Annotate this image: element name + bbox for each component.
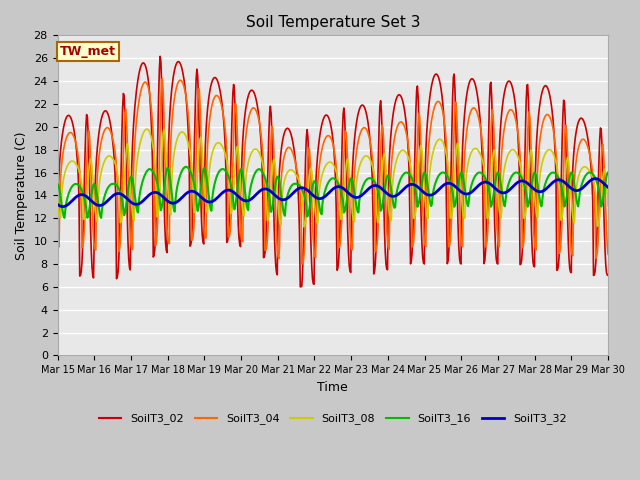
Legend: SoilT3_02, SoilT3_04, SoilT3_08, SoilT3_16, SoilT3_32: SoilT3_02, SoilT3_04, SoilT3_08, SoilT3_…: [94, 409, 572, 429]
Y-axis label: Soil Temperature (C): Soil Temperature (C): [15, 131, 28, 260]
Text: TW_met: TW_met: [60, 45, 116, 58]
X-axis label: Time: Time: [317, 381, 348, 394]
Title: Soil Temperature Set 3: Soil Temperature Set 3: [246, 15, 420, 30]
